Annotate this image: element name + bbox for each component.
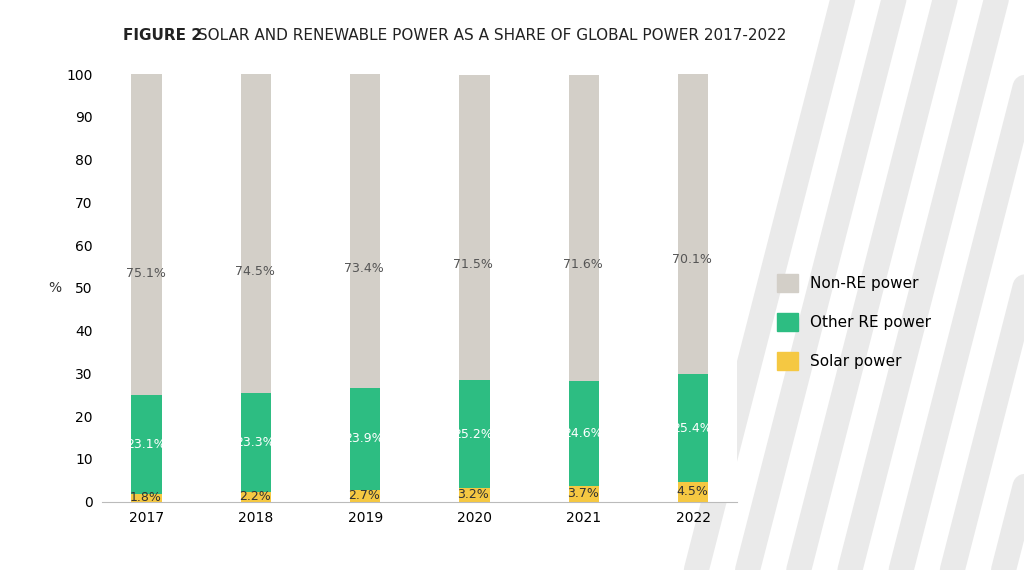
Text: 23.9%: 23.9% — [344, 433, 384, 446]
Bar — [241, 74, 271, 393]
Bar — [241, 393, 271, 492]
Bar — [241, 492, 271, 502]
Text: 3.2%: 3.2% — [458, 488, 489, 501]
Text: 73.4%: 73.4% — [344, 262, 384, 275]
Y-axis label: %: % — [48, 281, 61, 295]
Text: 25.4%: 25.4% — [672, 422, 712, 434]
Bar — [350, 490, 381, 502]
Legend: Non-RE power, Other RE power, Solar power: Non-RE power, Other RE power, Solar powe… — [776, 274, 931, 370]
Text: 23.1%: 23.1% — [126, 438, 165, 451]
Bar — [678, 374, 709, 482]
Bar — [459, 488, 489, 502]
Text: 3.7%: 3.7% — [566, 487, 599, 500]
Text: 2.7%: 2.7% — [348, 489, 380, 502]
Bar — [568, 381, 599, 486]
Text: SOLAR AND RENEWABLE POWER AS A SHARE OF GLOBAL POWER 2017-2022: SOLAR AND RENEWABLE POWER AS A SHARE OF … — [193, 28, 785, 43]
Bar — [568, 486, 599, 502]
Bar — [459, 380, 489, 488]
Text: 4.5%: 4.5% — [676, 486, 708, 499]
Text: FIGURE 2: FIGURE 2 — [123, 28, 202, 43]
Text: 75.1%: 75.1% — [126, 267, 166, 280]
Bar — [678, 482, 709, 502]
Bar — [131, 74, 162, 395]
Text: 70.1%: 70.1% — [672, 254, 712, 266]
Text: 71.6%: 71.6% — [563, 258, 602, 271]
Bar — [131, 494, 162, 502]
Text: 74.5%: 74.5% — [234, 265, 274, 278]
Text: 25.2%: 25.2% — [454, 428, 494, 441]
Bar — [131, 395, 162, 494]
Text: 24.6%: 24.6% — [563, 427, 602, 439]
Bar — [350, 388, 381, 490]
Text: 2.2%: 2.2% — [239, 490, 270, 503]
Text: 71.5%: 71.5% — [454, 258, 494, 271]
Bar — [678, 74, 709, 374]
Bar — [568, 75, 599, 381]
Bar — [350, 74, 381, 388]
Text: 23.3%: 23.3% — [234, 436, 274, 449]
Bar — [459, 75, 489, 380]
Text: 1.8%: 1.8% — [129, 491, 162, 504]
